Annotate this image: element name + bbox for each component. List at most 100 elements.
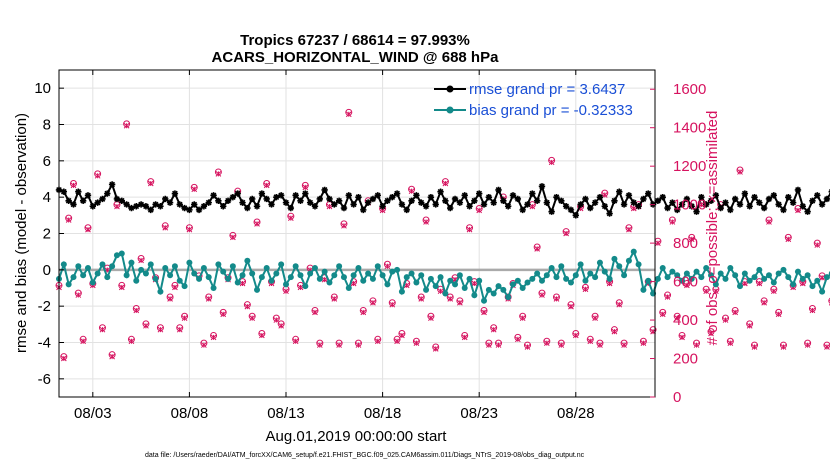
bias-point [133, 277, 140, 284]
rmse-point [65, 197, 72, 204]
rmse-point [335, 197, 343, 204]
bias-point [558, 263, 565, 270]
obs-assimilated-point [572, 332, 579, 339]
obs-assimilated-point [70, 182, 77, 189]
rmse-point [553, 193, 560, 201]
obs-assimilated-point [481, 309, 487, 316]
rmse-point [224, 197, 232, 204]
bias-point [413, 279, 420, 286]
obs-assimilated-point [60, 355, 67, 362]
obs-assimilated-point [123, 122, 130, 129]
bias-point [761, 275, 768, 282]
rmse-point [345, 192, 352, 199]
obs-assimilated-point [249, 315, 256, 321]
rmse-point [654, 197, 662, 204]
bias-point [741, 270, 748, 277]
rmse-point [490, 199, 497, 206]
rmse-point [229, 193, 237, 201]
x-tick-label: 08/28 [557, 405, 595, 422]
bias-point [500, 286, 507, 293]
rmse-point [712, 192, 720, 199]
obs-assimilated-point [621, 342, 627, 348]
rmse-point [166, 199, 174, 206]
rmse-point [248, 195, 256, 203]
obs-assimilated-point [539, 292, 545, 298]
obs-assimilated-point [114, 203, 120, 210]
rmse-point [451, 195, 459, 203]
rmse-point [128, 204, 135, 212]
obs-assimilated-point [336, 342, 342, 348]
obs-assimilated-point [703, 288, 710, 295]
bias-point [794, 268, 801, 275]
obs-assimilated-point [756, 280, 763, 287]
rmse-point [475, 190, 483, 197]
bias-point [345, 285, 352, 291]
bias-point [553, 274, 560, 281]
bias-point [712, 281, 719, 288]
rmse-point [770, 192, 778, 199]
y-tick-label: 4 [43, 189, 51, 206]
obs-assimilated-point [215, 171, 222, 177]
y-axis-left: -6 -4 -2 0 2 4 6 8 10 [34, 80, 64, 388]
obs-assimilated-point [553, 296, 560, 302]
obs-assimilated-point [655, 240, 661, 246]
x-tick-label: 08/03 [74, 405, 112, 422]
bias-point [394, 266, 401, 273]
bias-point [89, 279, 96, 286]
obs-assimilated-point [442, 180, 449, 187]
obs-assimilated-point [524, 344, 531, 350]
rmse-point [258, 190, 266, 197]
y-axis-label: rmse and bias (model - observation) [13, 113, 30, 353]
obs-assimilated-point [514, 336, 521, 343]
rmse-point [485, 193, 493, 201]
y-tick-label: 6 [43, 153, 51, 170]
rmse-point [572, 212, 579, 219]
rmse-point [104, 190, 111, 197]
rmse-point [678, 201, 686, 208]
bias-point [703, 265, 710, 272]
rmse-point [369, 195, 377, 203]
obs-assimilated-point [780, 344, 787, 350]
obs-assimilated-point [205, 296, 212, 302]
rmse-point [422, 203, 430, 210]
rmse-point [413, 192, 420, 199]
obs-assimilated-point [659, 311, 666, 318]
bias-point [596, 259, 603, 266]
footer-datafile: data file: /Users/raeder/DAI/ATM_forcXX/… [145, 452, 585, 459]
obs-assimilated-point [597, 342, 603, 348]
bias-point [669, 268, 676, 275]
bias-point [538, 277, 545, 284]
bias-point [698, 274, 705, 281]
obs-assimilated-point [751, 344, 758, 350]
rmse-point [630, 199, 637, 206]
rmse-point [456, 199, 464, 206]
x-axis-label: Aug.01,2019 00:00:00 start [266, 428, 448, 445]
bias-point [548, 265, 555, 272]
y-tick-label: 8 [43, 117, 51, 134]
obs-assimilated-point [476, 207, 483, 214]
bias-point [80, 272, 87, 279]
bias-point [283, 281, 290, 288]
obs-assimilated-point [626, 226, 632, 233]
obs-assimilated-point [220, 311, 227, 318]
bias-point [804, 272, 811, 279]
rmse-point [176, 201, 183, 208]
rmse-point [741, 190, 749, 197]
rmse-point [297, 197, 304, 204]
obs-assimilated-point [413, 340, 420, 346]
rmse-point [94, 199, 101, 206]
obs-assimilated-point [824, 344, 830, 350]
rmse-point [509, 192, 517, 199]
rmse-point [611, 197, 618, 204]
bias-point [113, 252, 120, 259]
obs-assimilated-point [466, 226, 473, 233]
bias-point [437, 274, 444, 281]
rmse-point [316, 195, 324, 203]
y2-tick-label: 1200 [673, 158, 706, 175]
y2-tick-label: 600 [673, 274, 698, 291]
bias-point [770, 279, 777, 286]
obs-assimilated-point [611, 328, 618, 335]
bias-point [152, 275, 159, 282]
obs-assimilated-point [688, 236, 695, 243]
bias-point [258, 274, 265, 281]
